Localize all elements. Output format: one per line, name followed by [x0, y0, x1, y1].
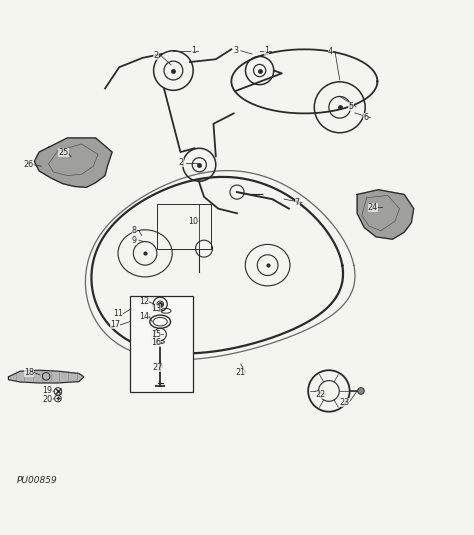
Text: 1: 1 — [264, 46, 269, 55]
Text: 4: 4 — [328, 47, 333, 56]
Text: 14: 14 — [139, 311, 149, 320]
Text: 25: 25 — [58, 149, 69, 157]
Text: 23: 23 — [339, 398, 349, 407]
Text: 16: 16 — [151, 339, 161, 347]
Text: 12: 12 — [139, 297, 149, 307]
Text: 5: 5 — [348, 102, 354, 111]
Text: 11: 11 — [113, 309, 123, 318]
Text: 27: 27 — [153, 363, 163, 372]
Text: 24: 24 — [368, 203, 378, 212]
Text: 21: 21 — [236, 368, 246, 377]
Bar — [129, 296, 193, 392]
Text: 6: 6 — [363, 113, 368, 122]
Text: 19: 19 — [43, 386, 53, 395]
Text: 3: 3 — [234, 46, 238, 55]
Text: 20: 20 — [43, 395, 53, 404]
Text: 15: 15 — [151, 330, 161, 339]
Polygon shape — [357, 190, 414, 239]
Text: 22: 22 — [316, 390, 326, 399]
Text: 2: 2 — [154, 51, 158, 60]
Polygon shape — [9, 370, 84, 383]
Text: 18: 18 — [24, 368, 34, 377]
Circle shape — [357, 388, 364, 394]
Text: 8: 8 — [132, 226, 137, 235]
Text: 9: 9 — [132, 236, 137, 244]
Bar — [157, 204, 211, 249]
Text: PU00859: PU00859 — [17, 476, 57, 485]
Text: 13: 13 — [151, 304, 161, 314]
Text: 17: 17 — [110, 320, 120, 330]
Text: 10: 10 — [189, 217, 199, 226]
Text: 2: 2 — [179, 158, 184, 167]
Text: 1: 1 — [191, 46, 196, 55]
Polygon shape — [35, 138, 112, 187]
Text: 26: 26 — [24, 160, 34, 169]
Text: 7: 7 — [295, 198, 300, 207]
